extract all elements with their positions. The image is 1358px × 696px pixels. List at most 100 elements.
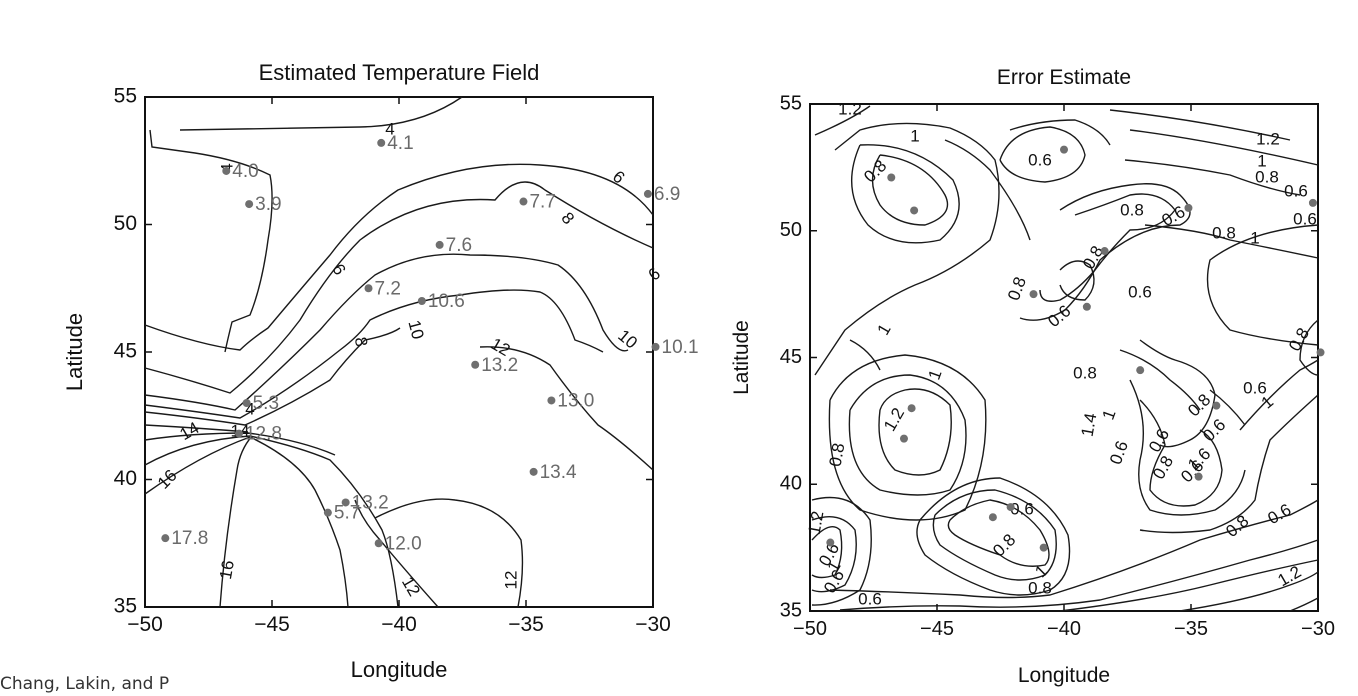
- contour-level-label: 0.6: [1106, 438, 1132, 467]
- data-point: [377, 138, 386, 147]
- contour-line: [1124, 159, 1301, 196]
- data-point-label: 3.9: [255, 194, 281, 215]
- contour-line: [1139, 339, 1216, 448]
- x-tick-label: −30: [635, 613, 671, 636]
- contour-lines: [811, 105, 1319, 612]
- data-point-label: 4.1: [387, 133, 413, 154]
- x-axis-label: Longitude: [1018, 664, 1110, 687]
- data-point-label: 7.2: [375, 278, 401, 299]
- contour-line: [1059, 260, 1095, 301]
- x-tick-label: −35: [508, 613, 544, 636]
- contour-level-label: 12: [501, 571, 520, 590]
- data-point: [341, 498, 350, 507]
- contour-line: [848, 374, 967, 496]
- contour-level-label: 0.8: [1073, 363, 1097, 382]
- contour-line: [144, 253, 629, 411]
- data-point: [643, 189, 652, 198]
- data-point: [234, 429, 243, 438]
- x-tick-label: −35: [1174, 618, 1208, 640]
- y-tick-label: 35: [780, 599, 802, 621]
- contour-line: [999, 126, 1086, 183]
- contour-line: [144, 435, 399, 608]
- contour-line: [144, 289, 604, 419]
- x-tick-label: −45: [254, 613, 290, 636]
- y-tick-label: 50: [114, 212, 137, 235]
- contour-line: [1289, 597, 1319, 612]
- data-point: [242, 399, 251, 407]
- contour-line: [1139, 399, 1223, 507]
- contour-line: [144, 327, 401, 426]
- y-tick-label: 45: [780, 346, 802, 368]
- contour-line: [947, 499, 1050, 567]
- data-point: [1060, 145, 1068, 154]
- data-point: [364, 284, 373, 293]
- data-point: [1082, 302, 1091, 311]
- contour-level-label: 4: [245, 399, 254, 418]
- contour-level-label: 0.8: [1028, 578, 1052, 597]
- data-point-label: 10.6: [428, 291, 465, 312]
- contour-level-label: 8: [351, 336, 371, 349]
- contour-line: [144, 163, 654, 351]
- contour-line: [1206, 224, 1319, 346]
- data-point: [826, 538, 835, 547]
- contour-line: [932, 489, 1057, 581]
- y-tick-label: 45: [114, 340, 137, 363]
- contour-line: [1059, 559, 1319, 612]
- contour-line: [814, 122, 1000, 376]
- contour-line: [1119, 349, 1201, 411]
- contour-line: [1144, 224, 1319, 259]
- data-point-label: 7.6: [446, 235, 472, 256]
- contour-line: [149, 129, 273, 353]
- contour-level-label: 1.4: [1078, 412, 1101, 439]
- contour-level-label: 0.6: [858, 589, 882, 608]
- data-point-label: 17.8: [171, 528, 208, 549]
- contour-line: [814, 105, 871, 136]
- data-point: [1100, 247, 1109, 256]
- contour-level-label: 1.2: [880, 405, 908, 435]
- contour-level-label: 0.6: [1284, 181, 1308, 200]
- contour-level-label: 6: [328, 261, 349, 279]
- data-point-label: 7.7: [529, 192, 555, 213]
- contour-level-label: 1: [910, 126, 919, 145]
- contour-line: [144, 436, 349, 608]
- contour-level-label: 0.6: [1243, 378, 1267, 397]
- y-tick-label: 35: [114, 595, 137, 618]
- contour-level-label: 0.8: [989, 530, 1019, 560]
- data-point: [1194, 472, 1203, 481]
- contour-level-label: 0.6: [1145, 426, 1173, 456]
- data-point: [245, 200, 254, 209]
- data-point: [547, 396, 556, 405]
- y-tick-label: 50: [780, 219, 802, 241]
- contour-lines: [144, 96, 654, 608]
- chart-title: Error Estimate: [997, 66, 1131, 89]
- contour-line: [1299, 319, 1319, 376]
- contour-level-label: 8: [557, 209, 578, 228]
- contour-line: [144, 432, 336, 456]
- x-tick-label: −40: [381, 613, 417, 636]
- contour-level-label: 6: [609, 167, 628, 188]
- data-point: [529, 467, 538, 476]
- contour-line: [1109, 109, 1291, 141]
- data-point-label: 12.8: [245, 424, 282, 445]
- data-point: [1184, 203, 1193, 212]
- x-axis-label: Longitude: [351, 657, 448, 682]
- data-point: [910, 206, 919, 215]
- contour-level-label: 0.6: [1010, 499, 1034, 518]
- contour-line: [811, 526, 843, 579]
- contour-level-label: 0.8: [860, 156, 890, 186]
- y-tick-label: 40: [114, 467, 137, 490]
- contour-level-label: 16: [154, 466, 181, 493]
- contour-line: [1009, 119, 1111, 146]
- y-axis-label: Latitude: [730, 320, 753, 395]
- data-point-label: 5.7: [334, 503, 360, 524]
- temperature-field-panel: 44466688101012121214141616−50−45−40−35−3…: [62, 60, 699, 682]
- data-point: [887, 173, 896, 182]
- contour-line: [828, 354, 987, 521]
- chart-title: Estimated Temperature Field: [259, 60, 540, 85]
- data-point: [1006, 503, 1015, 512]
- data-point: [1029, 290, 1038, 299]
- contour-level-label: 12: [398, 574, 424, 600]
- data-point-label: 5.3: [253, 393, 279, 414]
- data-point: [435, 240, 444, 249]
